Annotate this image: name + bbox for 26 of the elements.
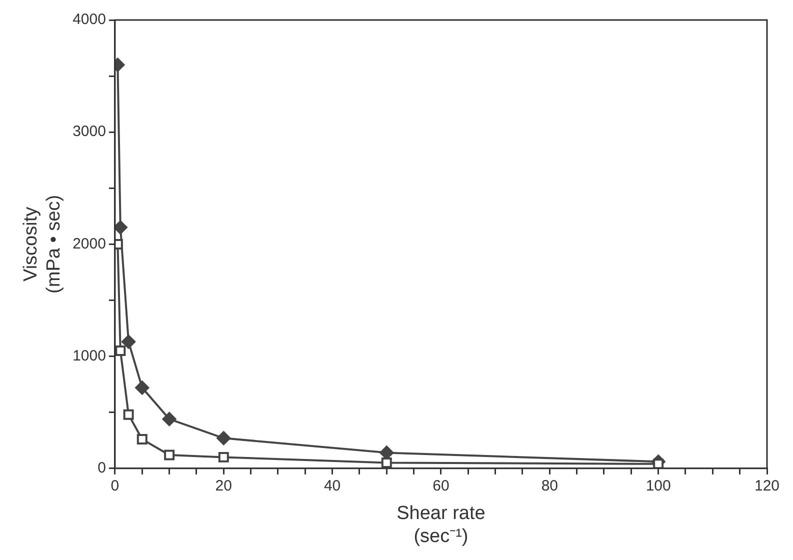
x-tick-label: 40 bbox=[324, 478, 341, 495]
y-axis-title: Viscosity (mPa • sec) bbox=[20, 194, 64, 294]
point bbox=[218, 452, 229, 462]
point bbox=[381, 458, 392, 468]
point bbox=[136, 434, 148, 444]
x-tick-label: 80 bbox=[541, 478, 558, 495]
y-tick-label: 4000 bbox=[72, 11, 106, 28]
y-tick-label: 0 bbox=[98, 460, 106, 477]
x-tick-label: 100 bbox=[646, 478, 671, 495]
x-tick-label: 20 bbox=[215, 478, 232, 495]
point bbox=[114, 220, 128, 234]
point bbox=[122, 334, 136, 349]
y-tick-label: 3000 bbox=[72, 123, 106, 140]
point bbox=[115, 345, 126, 356]
point bbox=[216, 431, 231, 446]
point bbox=[162, 412, 176, 426]
x-tick-label: 0 bbox=[110, 478, 120, 495]
point bbox=[164, 450, 175, 460]
point bbox=[123, 409, 134, 420]
x-tick-label: 60 bbox=[432, 478, 450, 495]
y-tick-label: 2000 bbox=[72, 235, 106, 252]
point bbox=[135, 380, 150, 395]
x-axis-title: Shear rate (sec⁻¹) bbox=[396, 503, 486, 547]
y-tick-label: 1000 bbox=[72, 347, 106, 364]
point bbox=[653, 458, 664, 468]
x-tick-label: 120 bbox=[754, 478, 780, 495]
